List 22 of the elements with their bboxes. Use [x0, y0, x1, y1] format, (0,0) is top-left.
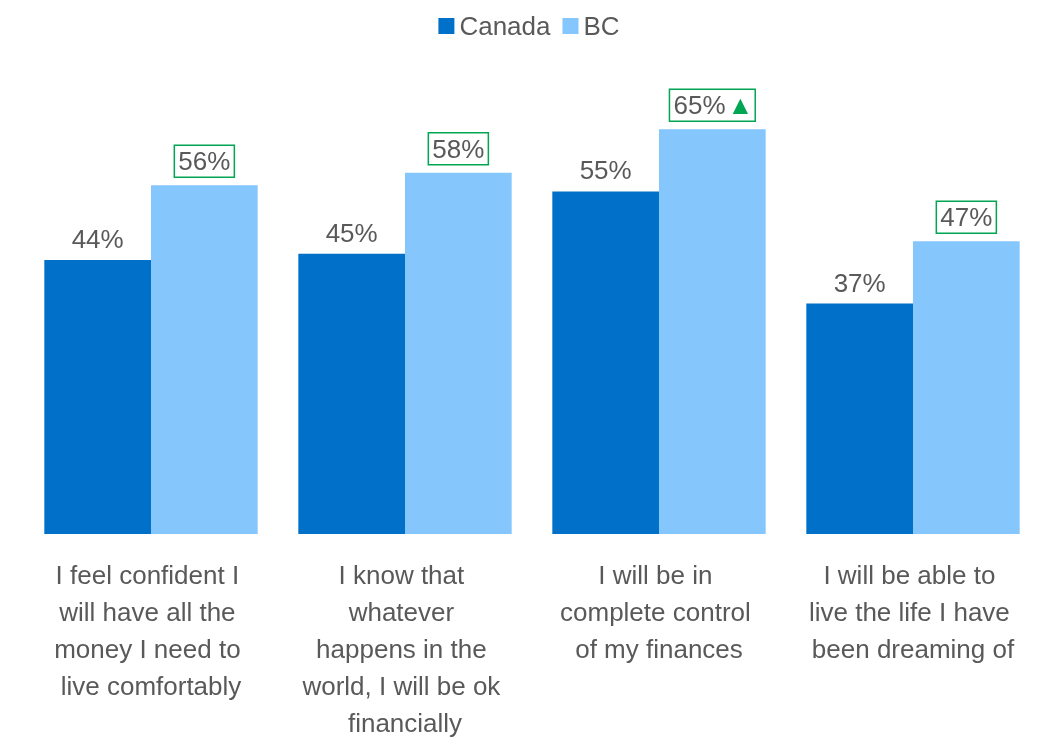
x-tick-label: I know that whatever happens in the world, I will be ok financially: [301, 559, 508, 738]
data-label: 37%: [833, 267, 886, 298]
data-label: 45%: [325, 217, 378, 248]
bar: [659, 129, 766, 534]
bar: [151, 185, 258, 534]
bar: [552, 191, 659, 534]
data-label: 44%: [71, 223, 124, 254]
bar: [806, 303, 913, 534]
data-label: 55%: [579, 155, 632, 186]
bar: [298, 253, 405, 534]
data-label: 65%▲: [673, 90, 754, 121]
bar: [44, 259, 151, 534]
data-label: 47%: [940, 202, 993, 233]
legend-label: BC: [583, 11, 620, 41]
x-tick-label: I will be in complete control of my finances: [560, 559, 758, 664]
bar: [913, 241, 1020, 534]
data-label: 56%: [178, 146, 231, 177]
x-tick-label: I feel confident I will have all the money I need to live comfortably: [54, 559, 248, 701]
bar: [405, 172, 512, 534]
legend-label: Canada: [459, 11, 552, 41]
data-label: 58%: [432, 133, 485, 164]
x-tick-label: I will be able to live the life I have been dreaming of: [808, 559, 1018, 664]
